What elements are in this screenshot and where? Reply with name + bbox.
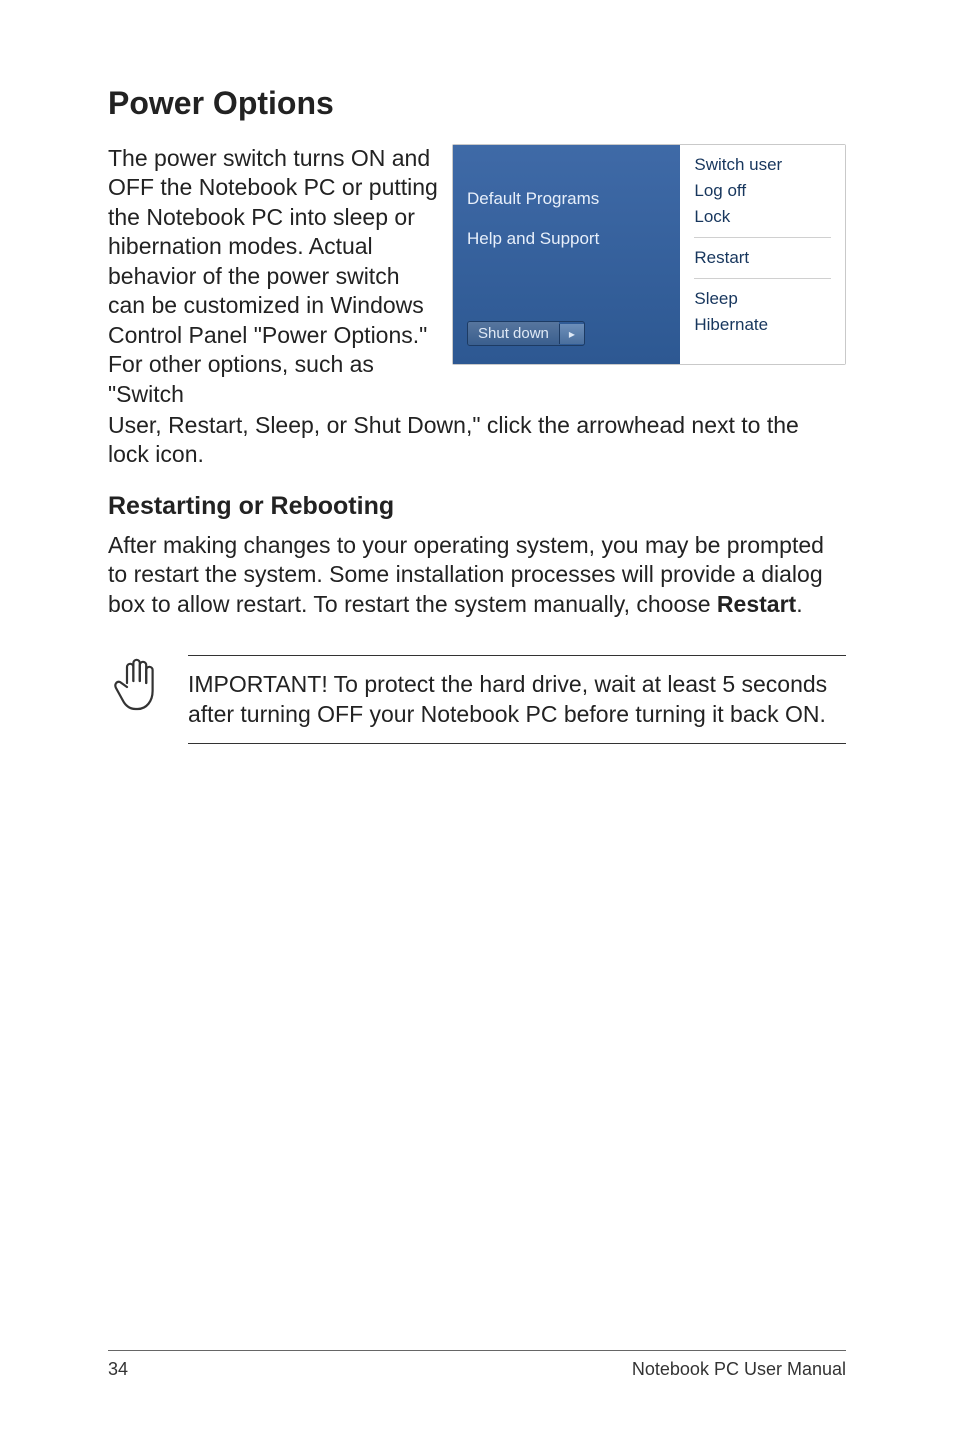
shutdown-submenu: Switch user Log off Lock Restart Sleep H…: [680, 145, 845, 364]
shutdown-button[interactable]: Shut down: [468, 322, 559, 345]
page-footer: 34 Notebook PC User Manual: [108, 1350, 846, 1380]
windows-menu-screenshot: Default Programs Help and Support Shut d…: [452, 144, 846, 365]
menu-divider: [694, 278, 831, 279]
menu-item-lock[interactable]: Lock: [694, 207, 831, 227]
page-number: 34: [108, 1359, 128, 1380]
intro-row: The power switch turns ON and OFF the No…: [108, 144, 846, 409]
menu-divider: [694, 237, 831, 238]
restart-paragraph: After making changes to your operating s…: [108, 531, 846, 619]
footer-title: Notebook PC User Manual: [632, 1359, 846, 1380]
restart-bold-word: Restart: [717, 591, 796, 617]
page-heading: Power Options: [108, 85, 846, 122]
restart-paragraph-post: .: [796, 591, 802, 617]
sub-heading: Restarting or Rebooting: [108, 492, 846, 521]
hand-stop-icon: [110, 655, 162, 715]
menu-item-hibernate[interactable]: Hibernate: [694, 315, 831, 335]
menu-item-switch-user[interactable]: Switch user: [694, 155, 831, 175]
start-menu-left-pane: Default Programs Help and Support Shut d…: [453, 145, 680, 364]
menu-item-restart[interactable]: Restart: [694, 248, 831, 268]
intro-paragraph-left: The power switch turns ON and OFF the No…: [108, 144, 440, 409]
screenshot-container: Default Programs Help and Support Shut d…: [452, 144, 846, 365]
shutdown-button-group[interactable]: Shut down ▸: [467, 321, 585, 346]
intro-paragraph-continued: User, Restart, Sleep, or Shut Down," cli…: [108, 411, 846, 470]
menu-item-log-off[interactable]: Log off: [694, 181, 831, 201]
menu-item-sleep[interactable]: Sleep: [694, 289, 831, 309]
menu-item-default-programs[interactable]: Default Programs: [467, 189, 670, 209]
important-callout: IMPORTANT! To protect the hard drive, wa…: [108, 655, 846, 744]
menu-item-help-support[interactable]: Help and Support: [467, 229, 670, 249]
important-callout-text: IMPORTANT! To protect the hard drive, wa…: [188, 655, 846, 744]
shutdown-arrow-icon[interactable]: ▸: [559, 324, 584, 344]
